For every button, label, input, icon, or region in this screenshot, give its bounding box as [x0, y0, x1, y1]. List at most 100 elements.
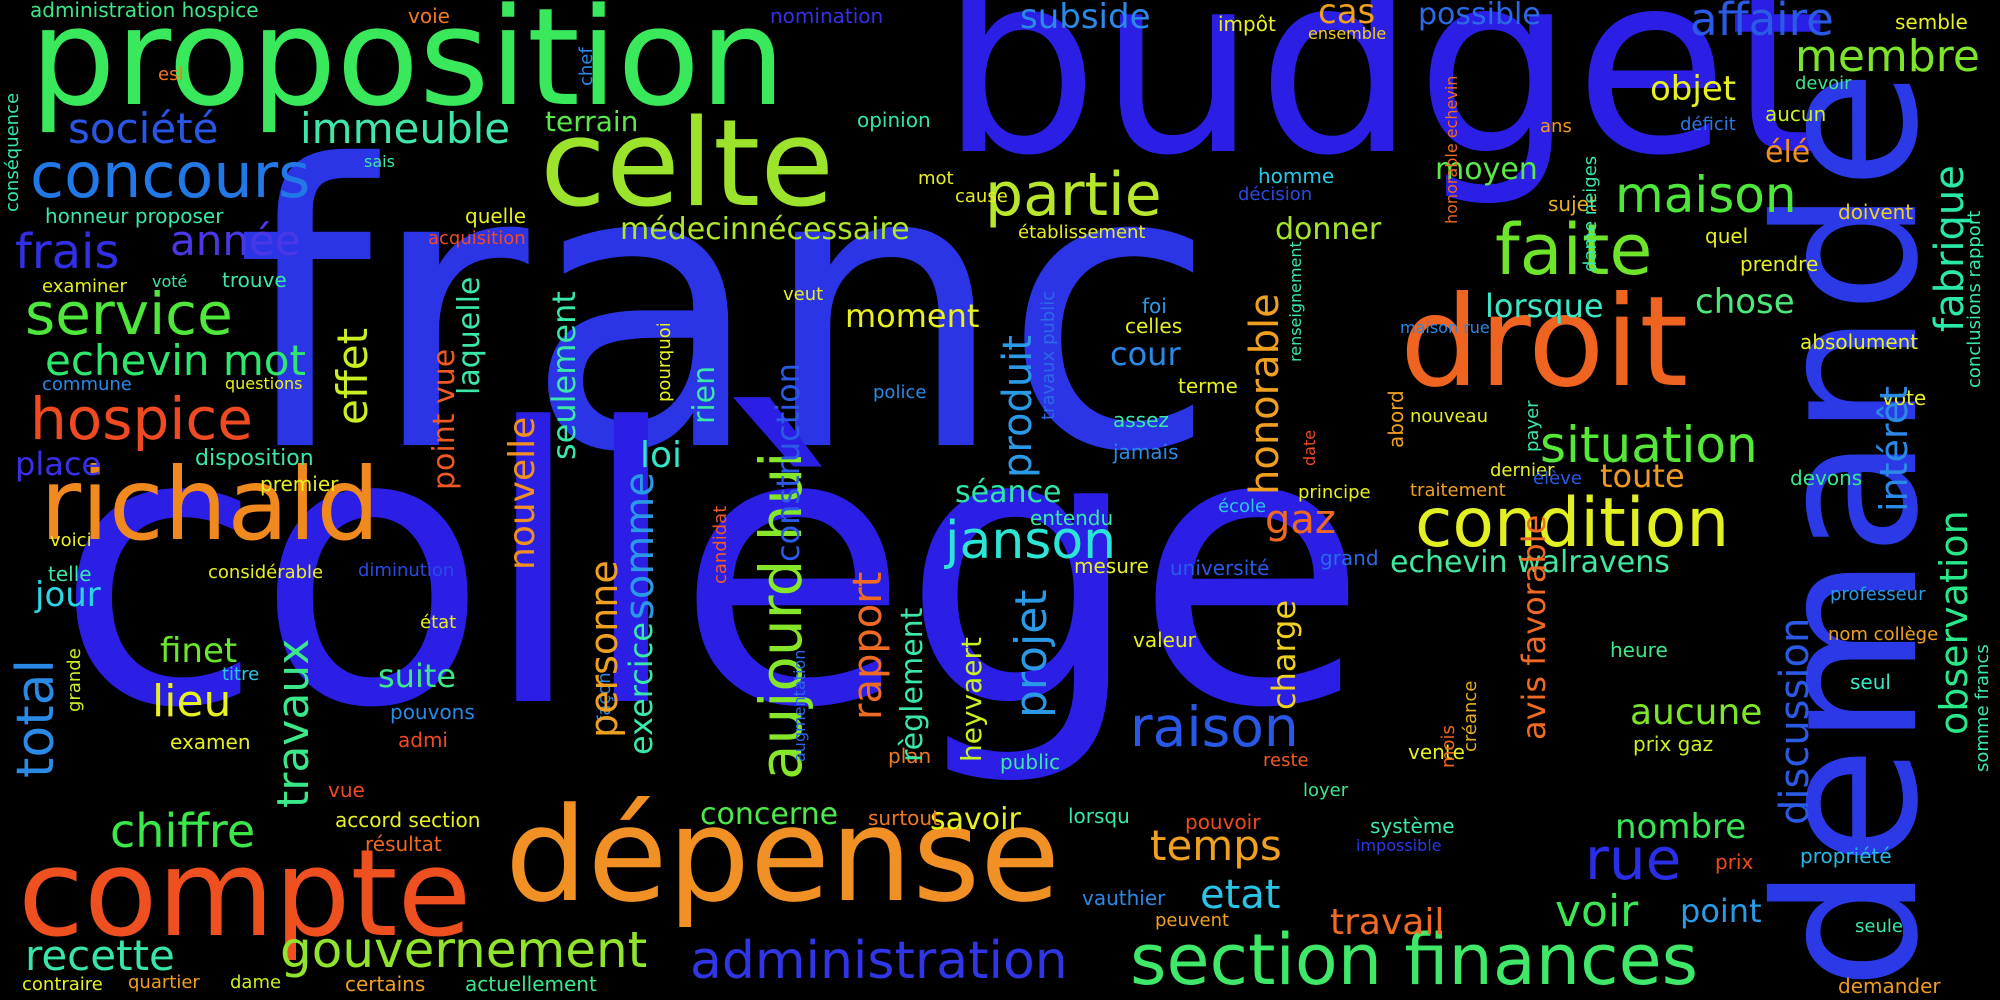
word-avis-favorable: avis favorable	[1515, 514, 1553, 740]
word-grande: grande	[64, 648, 85, 712]
word-janson: janson	[945, 511, 1117, 571]
word-disposition: disposition	[195, 446, 314, 471]
word-chiffre: chiffre	[110, 804, 256, 858]
word-compte: compte	[18, 825, 472, 964]
word-vauthier: vauthier	[1082, 886, 1166, 910]
word-gouvernement: gouvernement	[280, 921, 648, 979]
word-moment: moment	[845, 297, 980, 335]
word-telle: telle	[48, 562, 92, 586]
word-subside: subside	[1020, 0, 1151, 37]
word-voie: voie	[408, 4, 450, 28]
word-somme: somme	[617, 472, 663, 620]
word-surtout: surtout	[868, 806, 940, 830]
word-lorsqu: lorsqu	[1068, 804, 1130, 828]
word-somme-francs: somme francs	[1972, 644, 1993, 772]
word-actuellement: actuellement	[465, 972, 597, 996]
word-possible: possible	[1418, 0, 1541, 32]
word-depense: dépense	[505, 779, 1061, 931]
word-quel: quel	[1705, 224, 1749, 248]
word-grand: grand	[1320, 546, 1379, 570]
word-suite: suite	[378, 657, 457, 695]
word-vote: vote	[1882, 386, 1927, 410]
word-celles: celles	[1125, 314, 1183, 338]
word-traitement: traitement	[1410, 480, 1506, 501]
word-certains: certains	[345, 972, 426, 996]
word-jour: jour	[35, 575, 101, 615]
word-concerne: concerne	[700, 797, 839, 832]
word-donner: donner	[1275, 212, 1382, 247]
word-point: point	[1680, 892, 1762, 930]
word-systeme: système	[1370, 814, 1455, 838]
word-ele: élé	[1765, 135, 1811, 170]
word-dernier: dernier	[1490, 460, 1555, 481]
word-construction: construction	[769, 363, 807, 562]
word-projet: projet	[1006, 589, 1057, 718]
word-mot: mot	[918, 168, 954, 189]
word-loi: loi	[640, 435, 683, 476]
word-medecinnecessaire: médecinnécessaire	[620, 212, 910, 247]
word-aucun: aucun	[1765, 102, 1827, 126]
word-terrain: terrain	[545, 105, 639, 138]
word-charge: charge	[1265, 599, 1303, 710]
word-mesure: mesure	[1074, 554, 1149, 578]
word-devoir: devoir	[1795, 73, 1852, 94]
word-chef: chef	[576, 47, 597, 86]
word-administration-hospice: administration hospice	[30, 0, 259, 22]
word-absolument: absolument	[1800, 330, 1919, 354]
word-jamais: jamais	[1113, 440, 1179, 464]
word-sais: sais	[364, 152, 395, 171]
word-commune: commune	[42, 374, 132, 395]
word-exercice: exercice	[622, 622, 660, 755]
word-trouve: trouve	[222, 268, 287, 292]
word-seul: seul	[1850, 670, 1891, 694]
word-ans: ans	[1540, 116, 1572, 137]
word-payer: payer	[1522, 400, 1543, 452]
word-sujet: sujet	[1548, 192, 1597, 216]
word-augmentation: augmentation	[790, 649, 809, 762]
word-rien: rien	[687, 365, 722, 424]
word-contraire: contraire	[22, 974, 103, 995]
word-temps: temps	[1150, 821, 1282, 870]
word-immeuble: immeuble	[300, 104, 511, 153]
word-produit: produit	[995, 335, 1041, 478]
word-gaz: gaz	[1265, 497, 1336, 543]
word-accord-section: accord section	[335, 808, 481, 832]
word-esl: esl	[158, 64, 184, 85]
word-cour: cour	[1110, 335, 1181, 373]
word-pourquoi: pourquoi	[654, 322, 675, 402]
word-doivent: doivent	[1838, 200, 1914, 224]
word-universite: université	[1170, 556, 1270, 580]
word-membre: membre	[1795, 31, 1980, 82]
word-peuvent: peuvent	[1155, 910, 1230, 931]
word-budget: budget	[940, 0, 1827, 210]
word-concours: concours	[30, 139, 311, 212]
word-nombre: nombre	[1615, 807, 1747, 847]
word-nom-college: nom collège	[1828, 624, 1939, 645]
word-echevin-walravens: echevin walravens	[1390, 545, 1670, 580]
word-vue: vue	[328, 778, 365, 802]
word-date: date	[1300, 429, 1319, 466]
word-titre: titre	[222, 664, 260, 685]
word-consequence: conséquence	[2, 92, 23, 212]
word-travaux-public: travaux public	[1038, 290, 1059, 420]
word-cas: cas	[1318, 0, 1376, 32]
word-etat-small: état	[420, 612, 457, 633]
word-recette: recette	[25, 931, 175, 980]
word-celte: celte	[540, 95, 835, 234]
word-valeur: valeur	[1133, 628, 1196, 652]
word-reste: reste	[1263, 750, 1309, 771]
word-interet: intérêt	[1872, 386, 1916, 512]
word-police: police	[873, 382, 927, 403]
word-eleve: élève	[1533, 468, 1582, 489]
word-rue: rue	[1585, 825, 1682, 893]
word-vote-small: voté	[152, 272, 188, 291]
word-honorable-echevin: honorable echevin	[1442, 75, 1461, 224]
word-chose: chose	[1695, 282, 1795, 322]
word-public: public	[1000, 750, 1061, 774]
word-moyen: moyen	[1435, 152, 1538, 187]
word-raison: raison	[1130, 695, 1299, 759]
word-nomination: nomination	[770, 4, 884, 28]
word-candidat: candidat	[710, 505, 731, 584]
word-examen: examen	[170, 730, 251, 754]
